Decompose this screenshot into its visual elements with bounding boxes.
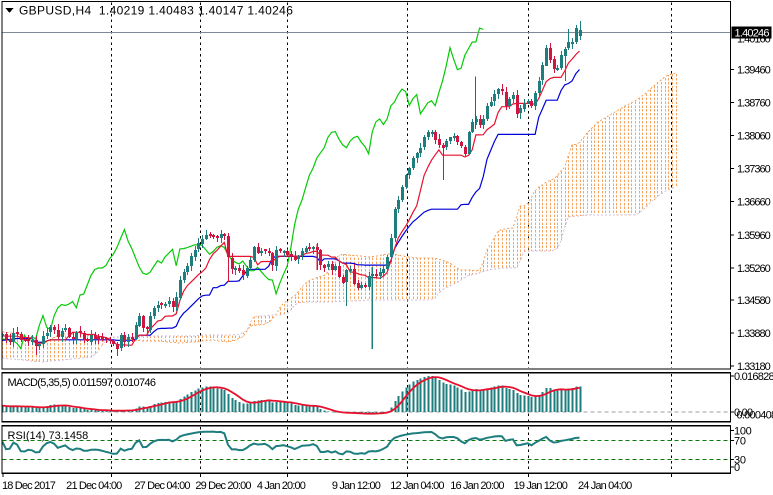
svg-text:70: 70 [734,436,746,448]
svg-text:1.35960: 1.35960 [737,230,771,242]
svg-text:1.37360: 1.37360 [737,164,771,176]
svg-text:9 Jan 12:00: 9 Jan 12:00 [332,480,381,492]
svg-text:1.33180: 1.33180 [737,361,771,373]
svg-text:MACD(5,35,5) 0.011597 0.010746: MACD(5,35,5) 0.011597 0.010746 [8,377,156,389]
svg-text:18 Dec 2017: 18 Dec 2017 [2,480,56,492]
svg-text:0.00: 0.00 [734,407,753,419]
svg-text:19 Jan 12:00: 19 Jan 12:00 [514,480,568,492]
svg-text:1.34580: 1.34580 [737,295,771,307]
svg-text:RSI(14) 73.1458: RSI(14) 73.1458 [8,430,89,442]
svg-text:29 Dec 20:00: 29 Dec 20:00 [195,480,251,492]
svg-text:24 Jan 04:00: 24 Jan 04:00 [578,480,632,492]
svg-text:0.0004087: 0.0004087 [737,410,773,422]
svg-text:30: 30 [734,454,746,466]
svg-text:12 Jan 04:00: 12 Jan 04:00 [390,480,444,492]
svg-text:GBPUSD,H4 1.40219 1.40483 1.4: GBPUSD,H4 1.40219 1.40483 1.40147 1.4024… [19,4,293,18]
svg-text:4 Jan 20:00: 4 Jan 20:00 [257,480,306,492]
svg-text:0: 0 [734,462,740,474]
svg-text:16 Jan 20:00: 16 Jan 20:00 [450,480,504,492]
svg-text:0.016828: 0.016828 [734,371,773,383]
svg-text:1.39460: 1.39460 [737,64,771,76]
svg-text:27 Dec 04:00: 27 Dec 04:00 [134,480,190,492]
svg-text:100: 100 [734,426,752,438]
svg-text:21 Dec 04:00: 21 Dec 04:00 [66,480,122,492]
svg-text:1.40246: 1.40246 [735,28,770,40]
svg-text:1.36660: 1.36660 [737,197,771,209]
svg-text:1.38060: 1.38060 [737,131,771,143]
svg-text:1.33880: 1.33880 [737,328,771,340]
svg-text:1.38760: 1.38760 [737,97,771,109]
svg-text:1.35260: 1.35260 [737,263,771,275]
